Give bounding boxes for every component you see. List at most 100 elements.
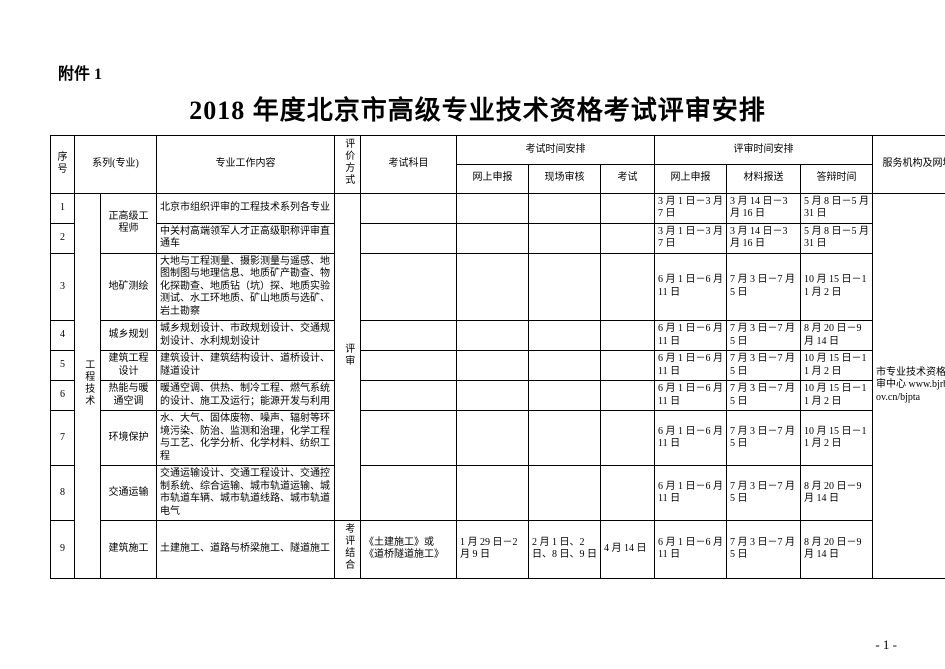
cell-content: 城乡规划设计、市政规划设计、交通规划设计、水利规划设计 <box>157 321 335 351</box>
cell-ex-online <box>457 321 529 351</box>
cell-ex-online <box>457 351 529 381</box>
cell-seq: 5 <box>51 351 75 381</box>
table-row: 4 城乡规划 城乡规划设计、市政规划设计、交通规划设计、水利规划设计 6 月 1… <box>51 321 945 351</box>
table-row: 1 工程技术 正高级工程师 北京市组织评审的工程技术系列各专业 评审 3 月 1… <box>51 193 945 223</box>
cell-ex-online <box>457 223 529 253</box>
cell-ex-online <box>457 381 529 411</box>
cell-rv-material: 7 月 3 日－7 月 5 日 <box>727 321 801 351</box>
cell-rv-online: 6 月 1 日－6 月 11 日 <box>655 521 727 579</box>
table-row: 7 环境保护 水、大气、固体废物、噪声、辐射等环境污染、防治、监测和治理，化学工… <box>51 411 945 466</box>
cell-ex-exam <box>601 381 655 411</box>
cell-rv-defense: 10 月 15 日－11 月 2 日 <box>801 253 873 321</box>
cell-rv-material: 7 月 3 日－7 月 5 日 <box>727 466 801 521</box>
table-body: 1 工程技术 正高级工程师 北京市组织评审的工程技术系列各专业 评审 3 月 1… <box>51 193 945 578</box>
cell-content: 交通运输设计、交通工程设计、交通控制系统、综合运输、城市轨道运输、城市轨道车辆、… <box>157 466 335 521</box>
cell-content: 中关村高端领军人才正高级职称评审直通车 <box>157 223 335 253</box>
cell-content: 建筑设计、建筑结构设计、道桥设计、隧道设计 <box>157 351 335 381</box>
cell-ex-exam <box>601 321 655 351</box>
cell-rv-online: 6 月 1 日－6 月 11 日 <box>655 321 727 351</box>
cell-subject: 《土建施工》或《道桥隧道施工》 <box>361 521 457 579</box>
table-row: 6 热能与暖通空调 暖通空调、供热、制冷工程、燃气系统的设计、施工及运行；能源开… <box>51 381 945 411</box>
cell-ex-exam <box>601 223 655 253</box>
cell-method-merged: 评审 <box>335 193 361 521</box>
cell-rv-online: 6 月 1 日－6 月 11 日 <box>655 351 727 381</box>
th-subject: 考试科目 <box>361 136 457 194</box>
th-series: 系列(专业) <box>75 136 157 194</box>
cell-rv-material: 7 月 3 日－7 月 5 日 <box>727 381 801 411</box>
cell-ex-exam <box>601 351 655 381</box>
cell-seq: 4 <box>51 321 75 351</box>
cell-spec: 城乡规划 <box>101 321 157 351</box>
table-row: 8 交通运输 交通运输设计、交通工程设计、交通控制系统、综合运输、城市轨道运输、… <box>51 466 945 521</box>
header-row-1: 序号 系列(专业) 专业工作内容 评价方式 考试科目 考试时间安排 评审时间安排… <box>51 136 945 165</box>
cell-rv-material: 7 月 3 日－7 月 5 日 <box>727 351 801 381</box>
th-review-mat: 材料报送 <box>727 164 801 193</box>
cell-content: 水、大气、固体废物、噪声、辐射等环境污染、防治、监测和治理，化学工程与工艺、化学… <box>157 411 335 466</box>
cell-content: 土建施工、道路与桥梁施工、隧道施工 <box>157 521 335 579</box>
cell-rv-material: 7 月 3 日－7 月 5 日 <box>727 253 801 321</box>
cell-seq: 2 <box>51 223 75 253</box>
cell-rv-defense: 8 月 20 日－9 月 14 日 <box>801 466 873 521</box>
cell-rv-defense: 5 月 8 日－5 月 31 日 <box>801 223 873 253</box>
th-content: 专业工作内容 <box>157 136 335 194</box>
cell-ex-onsite <box>529 351 601 381</box>
cell-ex-onsite <box>529 381 601 411</box>
cell-subject <box>361 253 457 321</box>
cell-subject <box>361 321 457 351</box>
cell-rv-defense: 8 月 20 日－9 月 14 日 <box>801 521 873 579</box>
attachment-label: 附件 1 <box>58 60 905 84</box>
cell-seq: 1 <box>51 193 75 223</box>
cell-rv-material: 7 月 3 日－7 月 5 日 <box>727 411 801 466</box>
cell-method-override: 考评结合 <box>335 521 361 579</box>
cell-rv-defense: 10 月 15 日－11 月 2 日 <box>801 411 873 466</box>
cell-rv-defense: 8 月 20 日－9 月 14 日 <box>801 321 873 351</box>
cell-ex-onsite <box>529 466 601 521</box>
cell-rv-defense: 10 月 15 日－11 月 2 日 <box>801 381 873 411</box>
cell-subject <box>361 351 457 381</box>
cell-spec: 环境保护 <box>101 411 157 466</box>
cell-ex-exam <box>601 253 655 321</box>
cell-rv-online: 3 月 1 日－3 月 7 日 <box>655 223 727 253</box>
th-seq: 序号 <box>51 136 75 194</box>
cell-subject <box>361 381 457 411</box>
cell-ex-exam: 4 月 14 日 <box>601 521 655 579</box>
cell-ex-online <box>457 411 529 466</box>
cell-spec: 交通运输 <box>101 466 157 521</box>
th-review-online: 网上申报 <box>655 164 727 193</box>
table-row: 5 建筑工程设计 建筑设计、建筑结构设计、道桥设计、隧道设计 6 月 1 日－6… <box>51 351 945 381</box>
cell-spec: 建筑施工 <box>101 521 157 579</box>
th-exam-onsite: 现场审核 <box>529 164 601 193</box>
cell-seq: 9 <box>51 521 75 579</box>
th-exam-exam: 考试 <box>601 164 655 193</box>
cell-rv-online: 6 月 1 日－6 月 11 日 <box>655 411 727 466</box>
cell-subject <box>361 411 457 466</box>
cell-rv-material: 7 月 3 日－7 月 5 日 <box>727 521 801 579</box>
th-method: 评价方式 <box>335 136 361 194</box>
table-row: 9 建筑施工 土建施工、道路与桥梁施工、隧道施工 考评结合 《土建施工》或《道桥… <box>51 521 945 579</box>
cell-content: 暖通空调、供热、制冷工程、燃气系统的设计、施工及运行；能源开发与利用 <box>157 381 335 411</box>
cell-ex-onsite <box>529 321 601 351</box>
schedule-table: 序号 系列(专业) 专业工作内容 评价方式 考试科目 考试时间安排 评审时间安排… <box>50 135 945 579</box>
page-number: - 1 - <box>875 637 897 653</box>
th-org: 服务机构及网址 <box>873 136 945 194</box>
cell-seq: 7 <box>51 411 75 466</box>
cell-ex-exam <box>601 466 655 521</box>
cell-ex-online <box>457 466 529 521</box>
cell-subject <box>361 223 457 253</box>
cell-ex-exam <box>601 193 655 223</box>
th-review-group: 评审时间安排 <box>655 136 873 165</box>
cell-subject <box>361 466 457 521</box>
th-review-def: 答辩时间 <box>801 164 873 193</box>
cell-ex-online <box>457 193 529 223</box>
cell-rv-material: 3 月 14 日－3 月 16 日 <box>727 223 801 253</box>
cell-spec: 建筑工程设计 <box>101 351 157 381</box>
table-row: 2 中关村高端领军人才正高级职称评审直通车 3 月 1 日－3 月 7 日 3 … <box>51 223 945 253</box>
cell-ex-onsite <box>529 411 601 466</box>
cell-rv-defense: 5 月 8 日－5 月 31 日 <box>801 193 873 223</box>
cell-ex-onsite <box>529 253 601 321</box>
th-exam-group: 考试时间安排 <box>457 136 655 165</box>
cell-content: 北京市组织评审的工程技术系列各专业 <box>157 193 335 223</box>
cell-seq: 6 <box>51 381 75 411</box>
cell-ex-onsite: 2 月 1 日、2 日、8 日、9 日 <box>529 521 601 579</box>
cell-series-vertical: 工程技术 <box>75 193 101 578</box>
